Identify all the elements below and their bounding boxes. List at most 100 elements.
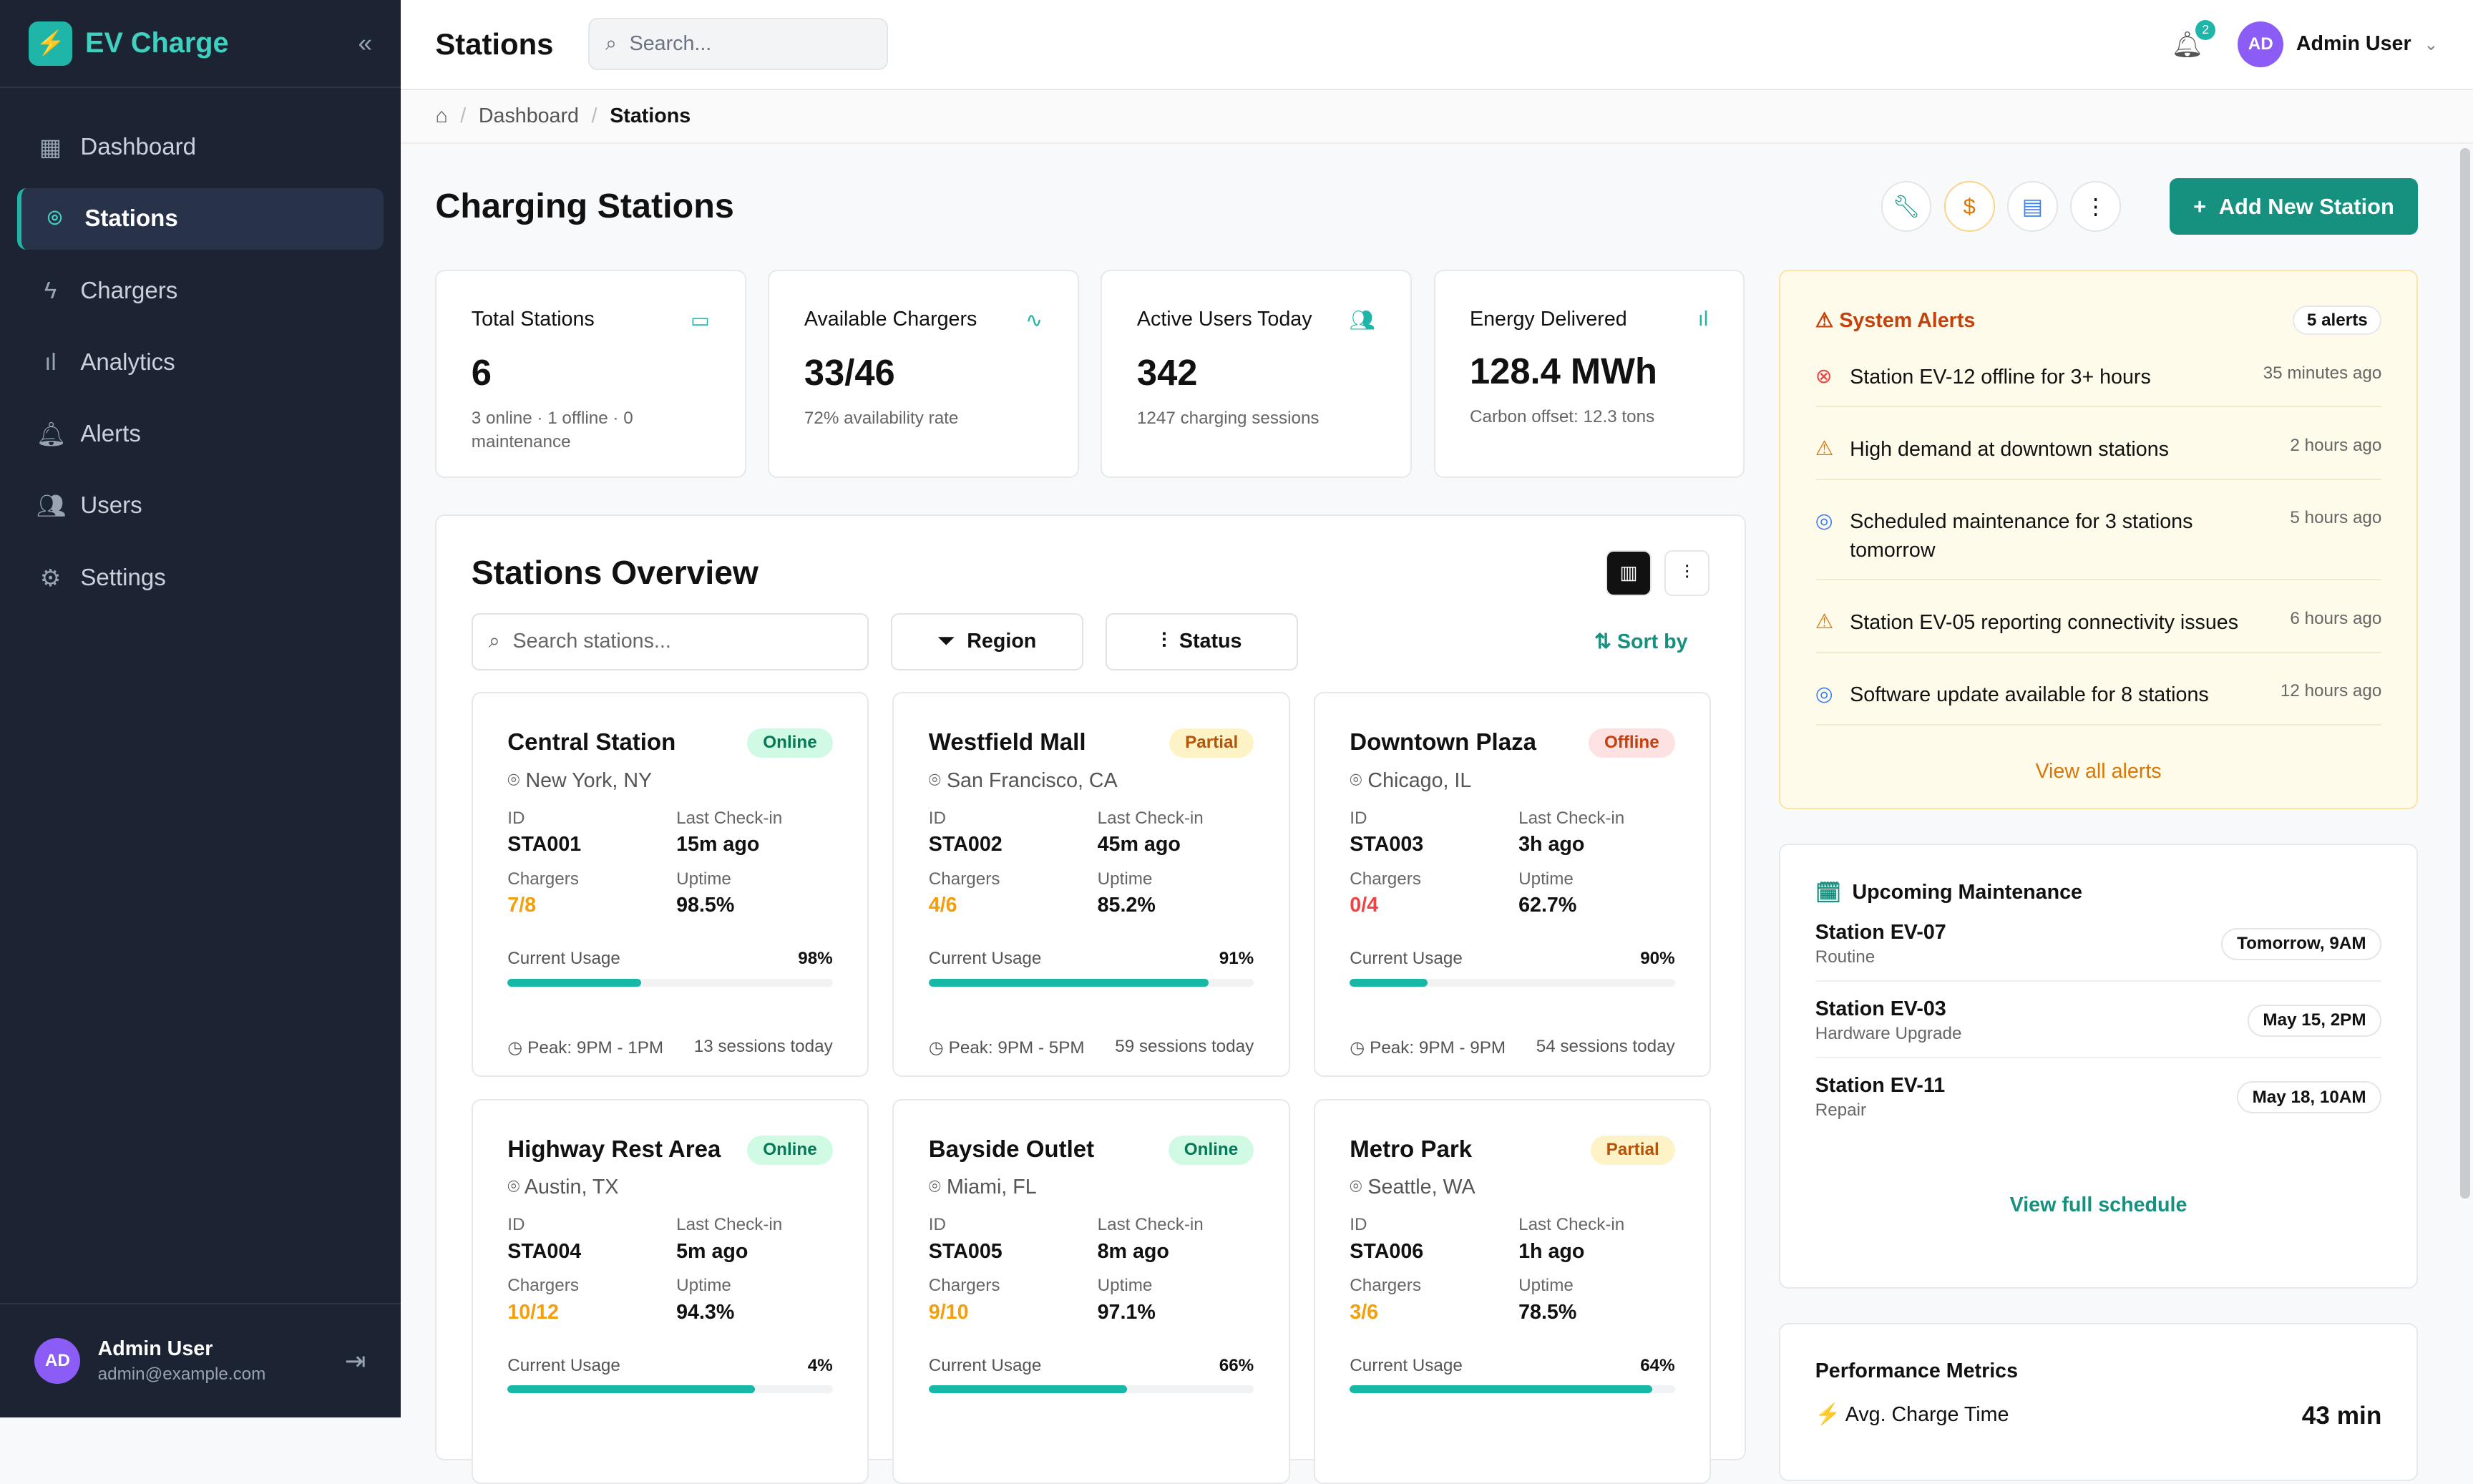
usage-bar [507,1385,833,1394]
battery-icon: ▭ [690,308,711,332]
uptime-label: Uptime [676,1276,731,1296]
logout-icon[interactable]: ⇥ [344,1347,366,1375]
region-label: Region [967,630,1037,653]
id-label: ID [928,1215,947,1235]
usage-bar-fill [928,978,1209,987]
alert-item[interactable]: ⊗ Station EV-12 offline for 3+ hours 35 mi… [1815,363,2382,408]
alert-text: Scheduled maintenance for 3 stations tom… [1850,510,2193,562]
sidebar: ⚡ EV Charge « ▦ Dashboard ⌾ Stations ϟ Charge… [0,0,401,1418]
id-label: ID [507,808,525,828]
usage-bar [928,978,1254,987]
checkin-label: Last Check-in [1518,1215,1625,1235]
document-icon[interactable]: ▤ [2007,181,2058,232]
station-card[interactable]: Highway Rest Area Online ⌾ Austin, TX ID S… [471,1099,869,1484]
stat-card: Total Stations ▭ 6 3 online · 1 offline · 0… [435,269,746,478]
status-badge: Partial [1590,1135,1675,1165]
sliders-icon: ⫶ [1161,630,1167,653]
view-all-alerts-link[interactable]: View all alerts [2035,760,2162,784]
upcoming-maintenance: 🗓︎ Upcoming Maintenance Station EV-07 Rout… [1779,844,2418,1289]
status-label: Status [1179,630,1242,653]
station-search-input[interactable]: ⌕ Search stations... [471,613,869,670]
stat-card: Available Chargers ∿ 33/46 72% availability… [768,269,1079,478]
station-card[interactable]: Metro Park Partial ⌾ Seattle, WA ID STA006… [1313,1099,1712,1484]
maintenance-item[interactable]: Station EV-11 Repair May 18, 10AM [1815,1058,2382,1133]
sidebar-item-stations[interactable]: ⌾ Stations [17,188,384,250]
dollar-icon[interactable]: $ [1943,181,1995,232]
home-icon[interactable]: ⌂ [435,104,448,127]
station-card[interactable]: Central Station Online ⌾ New York, NY ID S… [471,692,869,1078]
checkin-label: Last Check-in [676,808,783,828]
chevron-down-icon[interactable]: ⌄ [2424,34,2439,54]
station-uptime: 85.2% [1097,894,1156,917]
sidebar-item-alerts[interactable]: 🔔︎ Alerts [17,404,383,465]
chart-view-icon[interactable]: ▥ [1605,550,1652,596]
station-chargers: 4/6 [928,894,957,917]
station-card[interactable]: Downtown Plaza Offline ⌾ Chicago, IL ID ST… [1313,692,1712,1078]
usage-bar [1350,1385,1675,1394]
map-pin-icon: ⌾ [928,768,947,792]
sliders-icon[interactable]: ⫶ [1664,550,1710,596]
add-station-button[interactable]: + Add New Station [2170,178,2418,235]
user-name: Admin User [97,1337,213,1361]
sidebar-item-users[interactable]: 👥︎ Users [17,475,383,537]
search-input[interactable]: ⌕ Search... [587,18,888,71]
sidebar-item-settings[interactable]: ⚙ Settings [17,547,383,609]
alert-time: 35 minutes ago [2263,363,2382,383]
alert-item[interactable]: ◎ Scheduled maintenance for 3 stations to… [1815,508,2382,581]
sort-by-button[interactable]: ⇅ Sort by [1594,629,1688,654]
search-icon: ⌕ [605,32,618,56]
usage-bar-fill [1350,978,1428,987]
status-filter-button[interactable]: ⫶ Status [1105,613,1298,670]
maintenance-item[interactable]: Station EV-07 Routine Tomorrow, 9AM [1815,905,2382,982]
check-circle-icon: ◎ [1815,509,1833,533]
alerts-title: System Alerts [1839,309,1976,333]
sidebar-item-dashboard[interactable]: ▦ Dashboard [17,117,383,178]
alert-time: 6 hours ago [2290,609,2382,629]
performance-metrics: Performance Metrics ⚡ Avg. Charge Time 43… [1779,1323,2418,1481]
maintenance-station: Station EV-07 [1815,920,1946,944]
station-uptime: 98.5% [676,894,735,917]
chevrons-left-icon[interactable]: « [358,29,373,57]
clock-icon: ◷ [928,1038,949,1058]
more-icon[interactable]: ⋮ [2070,181,2121,232]
notifications-button[interactable]: 🔔︎ 2 [2171,19,2216,59]
sidebar-item-analytics[interactable]: ıl Analytics [17,332,383,394]
station-card[interactable]: Westfield Mall Partial ⌾ San Francisco, C… [892,692,1290,1078]
id-label: ID [507,1215,525,1235]
usage-bar-fill [928,1385,1127,1394]
station-chargers: 0/4 [1350,894,1379,917]
alert-item[interactable]: ⚠ Station EV-05 reporting connectivity is… [1815,609,2382,653]
header-user-name[interactable]: Admin User [2296,32,2411,56]
bolt-icon: ϟ [44,277,57,304]
maintenance-item[interactable]: Station EV-03 Hardware Upgrade May 15, 2PM [1815,982,2382,1058]
alert-item[interactable]: ⚠ High demand at downtown stations 2 hours… [1815,436,2382,480]
avatar[interactable]: AD [2238,21,2284,67]
logo[interactable]: ⚡ EV Charge « [0,0,401,89]
alert-item[interactable]: ◎ Software update available for 8 station… [1815,681,2382,726]
station-card[interactable]: Bayside Outlet Online ⌾ Miami, FL ID STA00… [892,1099,1290,1484]
station-name: Highway Rest Area [507,1136,721,1163]
maintenance-date: Tomorrow, 9AM [2221,927,2382,961]
system-alerts: ⚠ System Alerts 5 alerts ⊗ Station EV-12 o… [1779,269,2418,809]
stat-sub: 3 online · 1 offline · 0 maintenance [471,408,633,451]
uptime-label: Uptime [1518,869,1574,889]
usage-label: Current Usage [1350,1356,1463,1376]
peak-hours: Peak: 9PM - 9PM [1370,1038,1506,1058]
sidebar-item-chargers[interactable]: ϟ Chargers [17,260,383,322]
region-filter-button[interactable]: ⏷ Region [891,613,1083,670]
gear-icon: ⚙ [39,565,62,592]
scrollbar[interactable] [2460,148,2470,1199]
station-uptime: 94.3% [676,1301,735,1324]
stat-label: Available Chargers [804,307,977,331]
activity-icon: ∿ [1025,308,1043,332]
usage-value: 64% [1640,1356,1675,1376]
view-full-schedule-link[interactable]: View full schedule [2009,1193,2187,1216]
wrench-icon[interactable]: 🔧︎ [1881,181,1932,232]
stat-label: Total Stations [471,307,595,331]
usage-bar [1350,978,1675,987]
station-uptime: 78.5% [1518,1301,1577,1324]
map-pin-icon: ⌾ [507,768,526,792]
warning-icon: ⚠ [1815,309,1840,333]
station-checkin: 5m ago [676,1239,748,1263]
breadcrumb-dashboard[interactable]: Dashboard [478,104,579,127]
